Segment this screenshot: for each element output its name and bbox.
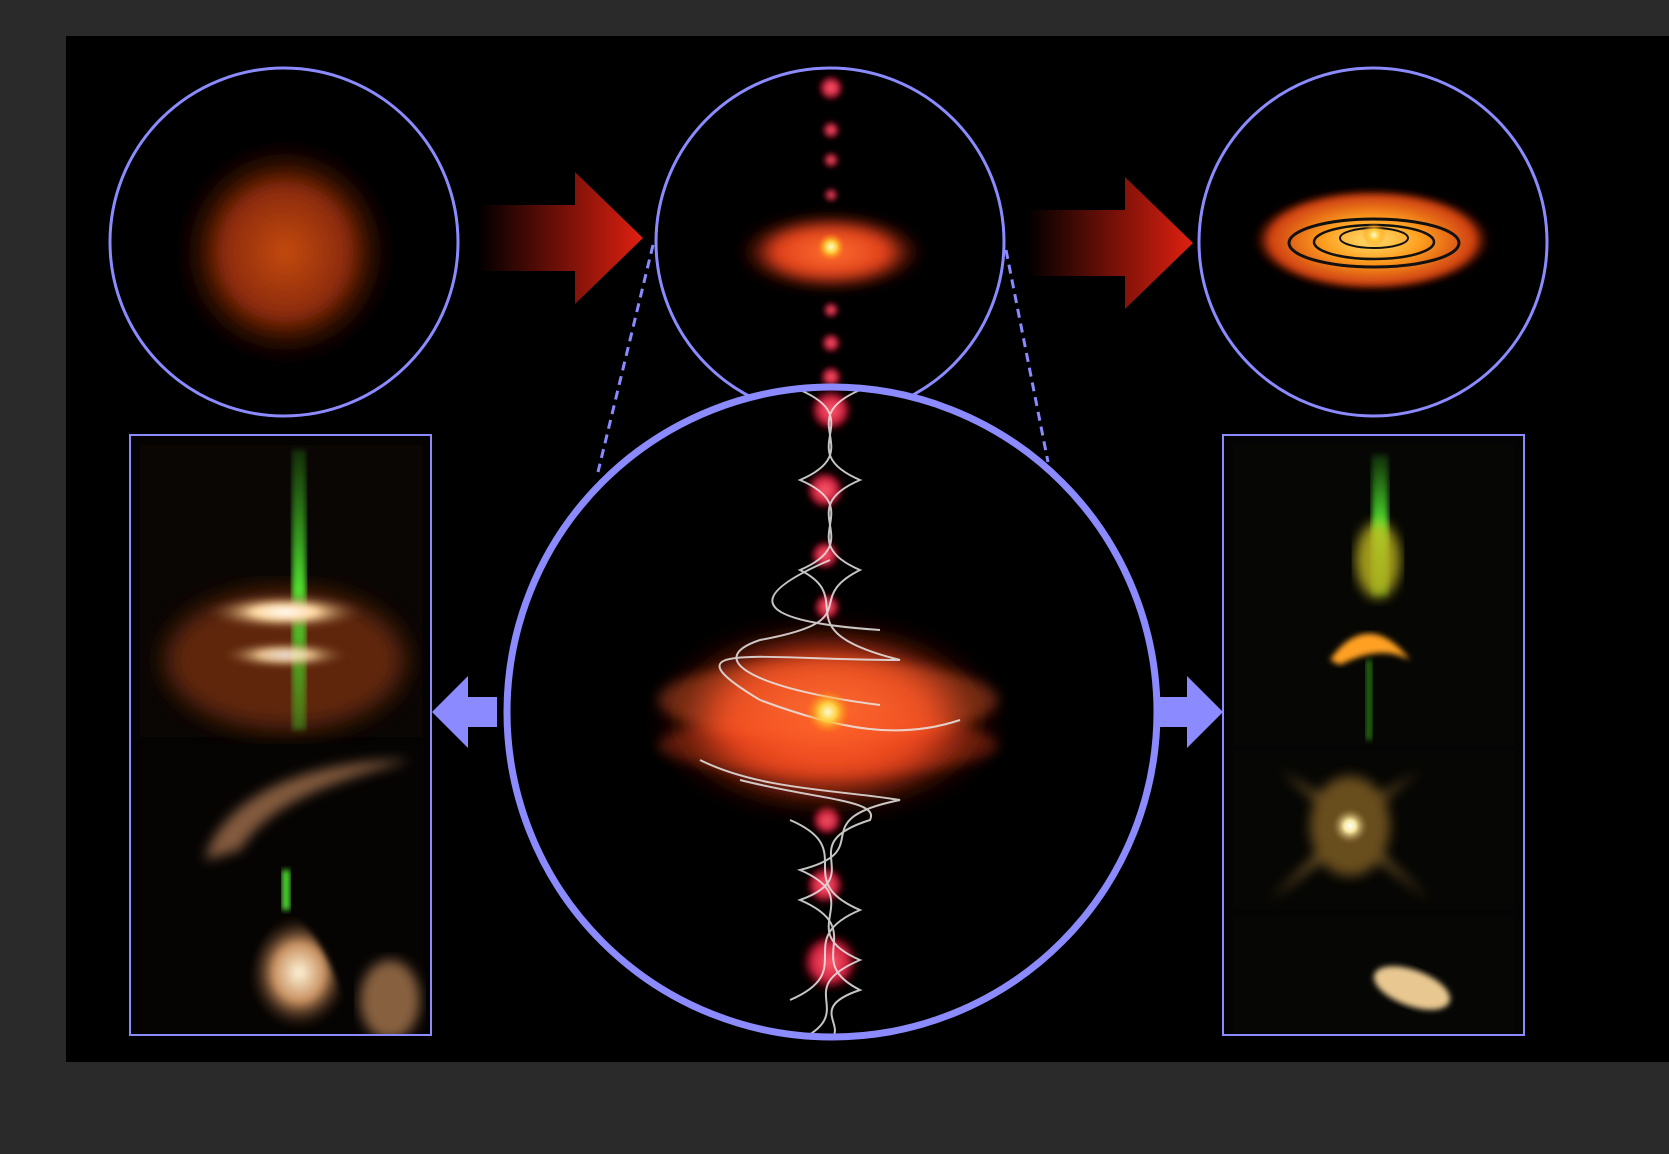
stage-collapsing-cloud	[108, 66, 460, 418]
right-panel-border	[1222, 434, 1525, 1036]
left-panel-border	[129, 434, 432, 1036]
stage-1-outline	[108, 66, 460, 418]
zoom-line-right	[1004, 249, 1050, 463]
stage-3-outline	[1197, 66, 1549, 418]
left-observation-panel	[129, 434, 432, 1036]
stage-planetary-disk	[1197, 66, 1549, 418]
stage-arrow-2	[1027, 177, 1193, 309]
zoomed-protostar-view	[503, 383, 1161, 1041]
right-image-bottom	[1233, 915, 1515, 1033]
zoomed-circle-outline	[503, 383, 1161, 1041]
right-observation-panel	[1222, 434, 1525, 1036]
zoom-line-left	[596, 244, 655, 473]
stage-arrow-1	[478, 172, 643, 304]
arrow-to-right-panel	[1158, 676, 1223, 748]
stage-protostar-disk-with-jets	[654, 66, 1006, 418]
arrow-to-left-panel	[432, 676, 497, 748]
